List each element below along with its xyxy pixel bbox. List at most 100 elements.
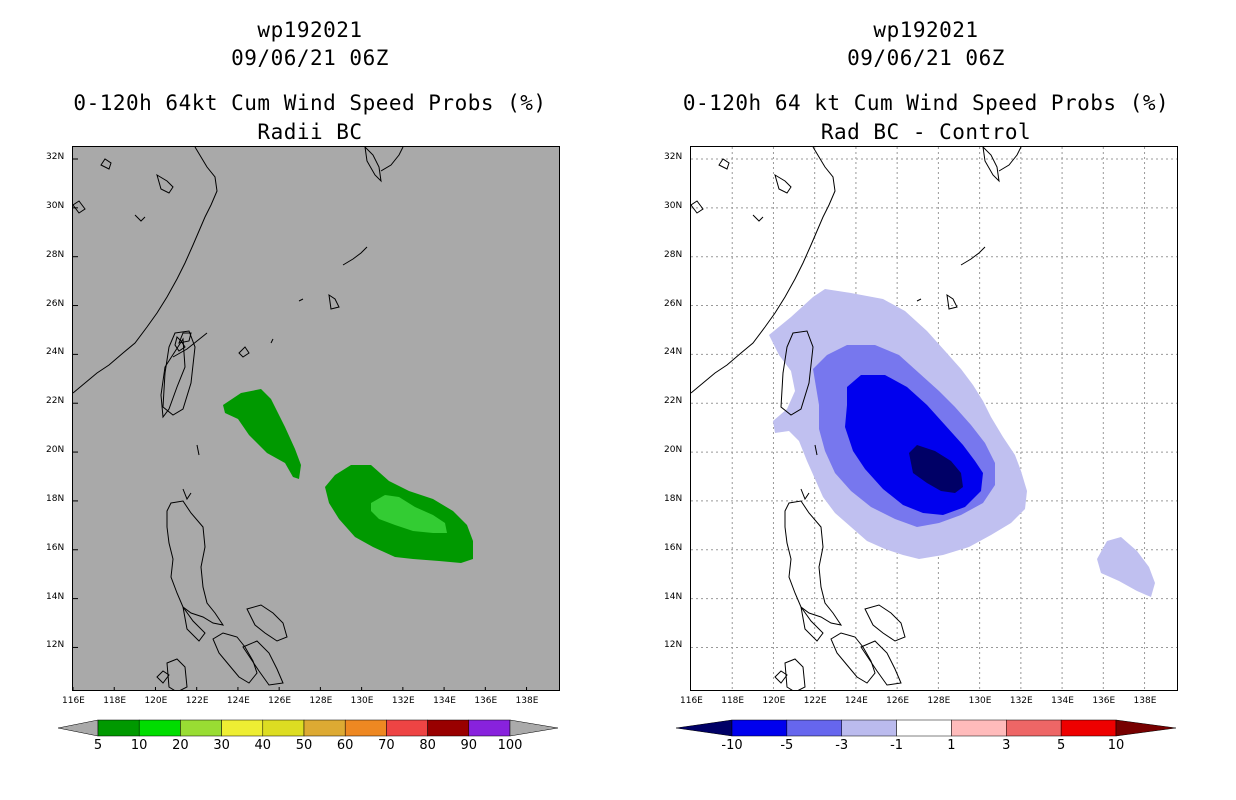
right-lat-label: 16N: [664, 542, 683, 553]
left-colorbar-label: 10: [130, 738, 148, 753]
right-storm-id: wp192021: [873, 18, 979, 42]
left-lat-label: 24N: [46, 347, 65, 358]
right-colorbar-cell: [841, 719, 897, 737]
right-grid: [691, 147, 1177, 690]
right-lon-label: 138E: [1133, 696, 1157, 706]
left-lon-label: 128E: [309, 696, 333, 706]
right-colorbar-label: 5: [1057, 738, 1066, 753]
left-lon-label: 116E: [62, 696, 85, 706]
right-colorbar-label: -5: [780, 738, 794, 753]
right-colorbar-label: -3: [835, 738, 849, 753]
left-colorbar-extend-high: [509, 719, 558, 737]
left-colorbar-cell: [386, 719, 428, 737]
left-map: [72, 146, 560, 691]
left-title: 0-120h 64kt Cum Wind Speed Probs (%): [73, 91, 547, 115]
right-colorbar-cell: [896, 719, 952, 737]
left-colorbar-label: 40: [254, 738, 272, 753]
right-colorbar-cell: [731, 719, 788, 737]
left-lon-label: 120E: [144, 696, 168, 706]
left-lat-label: 30N: [46, 200, 65, 211]
left-lon-label: 130E: [350, 696, 374, 706]
left-colorbar-label: 50: [295, 738, 313, 753]
left-lon-label: 136E: [474, 696, 498, 706]
right-colorbar-extend-low: [676, 719, 733, 737]
left-map-background: [73, 147, 559, 690]
left-lat-label: 12N: [46, 640, 65, 651]
right-title: 0-120h 64 kt Cum Wind Speed Probs (%): [682, 91, 1170, 115]
right-lat-label: 32N: [664, 152, 683, 162]
right-lon-label: 128E: [927, 696, 951, 706]
left-subtitle: Radii BC: [257, 120, 363, 144]
left-colorbar-label: 5: [93, 738, 103, 753]
right-subtitle: Rad BC - Control: [820, 120, 1032, 144]
left-grid-ticks: [73, 158, 528, 690]
right-lat-label: 22N: [664, 396, 683, 407]
right-anomaly-area-core: [909, 445, 963, 493]
right-lon-label: 118E: [721, 696, 745, 706]
left-lat-label: 14N: [46, 591, 65, 602]
right-map: [690, 146, 1178, 691]
left-storm-id: wp192021: [257, 18, 363, 42]
left-lon-label: 118E: [103, 696, 127, 706]
left-colorbar-cell: [303, 719, 346, 737]
right-lon-label: 124E: [844, 696, 868, 706]
left-colorbar-cell: [97, 719, 140, 737]
left-lat-label: 16N: [46, 542, 65, 553]
right-lat-label: 14N: [664, 591, 683, 602]
right-datetime: 09/06/21 06Z: [847, 46, 1005, 70]
right-colorbar-cell: [786, 719, 842, 737]
left-map-svg: [73, 147, 559, 690]
right-lat-label: 26N: [664, 298, 683, 309]
left-lon-label: 122E: [185, 696, 209, 706]
left-lon-label: 138E: [515, 696, 539, 706]
left-prob-area-taiwan-east: [223, 389, 301, 479]
left-lat-label: 18N: [46, 493, 65, 504]
right-colorbar-label: 3: [1002, 738, 1011, 753]
left-colorbar: [58, 719, 558, 737]
left-colorbar-label: 100: [497, 738, 523, 753]
right-lat-label: 18N: [664, 493, 683, 504]
right-coastlines: [691, 147, 1022, 690]
left-colorbar-cell: [138, 719, 181, 737]
right-colorbar-cell: [1060, 719, 1117, 737]
right-map-svg: [691, 147, 1177, 690]
left-lon-label: 132E: [391, 696, 415, 706]
left-colorbar-label: 60: [336, 738, 354, 753]
right-anomaly-area-small: [1097, 537, 1155, 597]
left-lat-label: 32N: [46, 152, 65, 162]
left-lat-label: 20N: [46, 445, 65, 456]
left-coastlines: [73, 147, 404, 690]
right-lat-label: 24N: [664, 347, 683, 358]
right-lon-label: 132E: [1009, 696, 1033, 706]
left-datetime: 09/06/21 06Z: [231, 46, 389, 70]
left-colorbar-label: 90: [460, 738, 478, 753]
right-colorbar-label: 1: [947, 738, 956, 753]
right-colorbar-extend-high: [1115, 719, 1176, 737]
right-lon-label: 126E: [886, 696, 910, 706]
left-colorbar-label: 30: [213, 738, 230, 753]
right-lat-label: 12N: [664, 640, 683, 651]
left-colorbar-label: 20: [172, 738, 189, 753]
right-colorbar-cell: [1006, 719, 1062, 737]
right-lon-label: 116E: [680, 696, 703, 706]
right-lon-label: 136E: [1092, 696, 1116, 706]
right-lat-label: 30N: [664, 200, 683, 211]
left-lon-label: 126E: [268, 696, 292, 706]
left-colorbar-cell: [344, 719, 387, 737]
right-lat-label: 28N: [664, 249, 683, 260]
left-colorbar-cell: [180, 719, 222, 737]
right-colorbar-label: -1: [890, 738, 904, 753]
left-lat-label: 22N: [46, 396, 65, 407]
left-colorbar-label: 70: [378, 738, 395, 753]
right-colorbar-label: -10: [721, 738, 743, 753]
right-lon-label: 134E: [1051, 696, 1074, 706]
right-lon-label: 130E: [968, 696, 992, 706]
right-colorbar: [676, 719, 1176, 737]
left-lon-label: 134E: [433, 696, 456, 706]
left-lat-label: 28N: [46, 249, 65, 260]
right-colorbar-cell: [951, 719, 1007, 737]
right-lon-label: 122E: [803, 696, 827, 706]
left-colorbar-cell: [427, 719, 470, 737]
left-lat-label: 26N: [46, 298, 65, 309]
left-colorbar-cell: [221, 719, 264, 737]
